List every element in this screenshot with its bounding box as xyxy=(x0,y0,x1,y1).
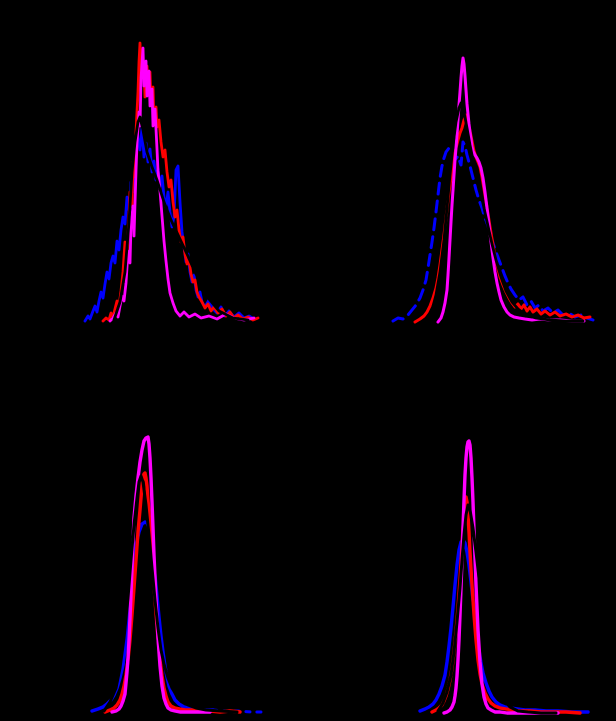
bottom-right-magenta-curve xyxy=(442,439,560,715)
panel-bottom-right-distribution-plot xyxy=(418,439,590,715)
top-right-blue-curve xyxy=(391,140,595,323)
top-right-red-curve xyxy=(413,113,592,324)
bottom-left-black-overlay-curve xyxy=(102,474,239,714)
panel-top-left-distribution-plot xyxy=(83,41,260,323)
panel-bottom-left-distribution-plot xyxy=(90,435,267,714)
top-left-magenta-curve xyxy=(108,46,256,323)
bottom-right-black-overlay-curve xyxy=(436,503,558,715)
top-right-black-overlay-curve xyxy=(424,101,585,323)
panel-top-right-distribution-plot xyxy=(391,56,595,324)
top-right-magenta-curve xyxy=(436,56,586,324)
bottom-left-magenta-curve xyxy=(110,435,212,714)
top-left-black-overlay-curve xyxy=(112,115,250,322)
bottom-right-blue-curve xyxy=(418,538,590,714)
